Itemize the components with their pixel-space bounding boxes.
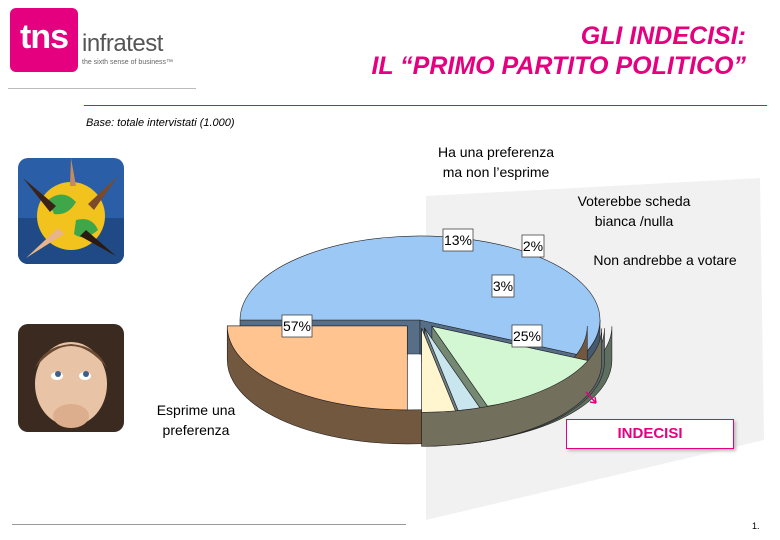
callout-arrow-head bbox=[589, 396, 597, 404]
footer-divider bbox=[12, 524, 406, 525]
value-label: 3% bbox=[493, 278, 513, 294]
value-label: 57% bbox=[283, 318, 311, 334]
value-label-box bbox=[491, 274, 515, 298]
callout-arrow bbox=[585, 391, 597, 404]
value-label-box bbox=[442, 228, 474, 252]
slice-non-voto bbox=[421, 328, 602, 447]
slice-non-voto-top bbox=[421, 328, 456, 413]
tns-logo bbox=[10, 8, 78, 72]
category-label: Ha una preferenza ma non l’esprime bbox=[438, 144, 554, 180]
title-divider bbox=[84, 105, 767, 106]
category-label: Esprime una preferenza bbox=[157, 402, 236, 438]
value-label: 25% bbox=[513, 328, 541, 344]
category-label: Voterebbe scheda bianca /nulla bbox=[578, 193, 691, 229]
logo-name: infratest bbox=[82, 30, 163, 57]
logo-mark: tns bbox=[20, 18, 69, 56]
page-title-line1: GLI INDECISI: bbox=[580, 22, 746, 50]
globe-hands-photo bbox=[18, 158, 124, 264]
page-title-line2: IL “PRIMO PARTITO POLITICO” bbox=[371, 52, 746, 80]
category-label: Non andrebbe a votare bbox=[593, 252, 736, 268]
value-label: 13% bbox=[444, 232, 472, 248]
value-label: 2% bbox=[523, 238, 543, 254]
value-label-box bbox=[281, 314, 313, 338]
thinking-child-photo bbox=[18, 324, 124, 432]
logo-tagline: the sixth sense of business™ bbox=[82, 59, 174, 66]
base-note: Base: totale intervistati (1.000) bbox=[86, 117, 235, 129]
indecisi-callout: INDECISI bbox=[566, 419, 734, 449]
logo-divider bbox=[8, 88, 196, 89]
slice-non-voto-wall bbox=[421, 328, 602, 447]
page-number: 1. bbox=[752, 521, 760, 531]
value-label-box bbox=[521, 234, 545, 258]
value-label-box bbox=[511, 324, 543, 348]
slice-indecisi-top bbox=[226, 325, 408, 411]
